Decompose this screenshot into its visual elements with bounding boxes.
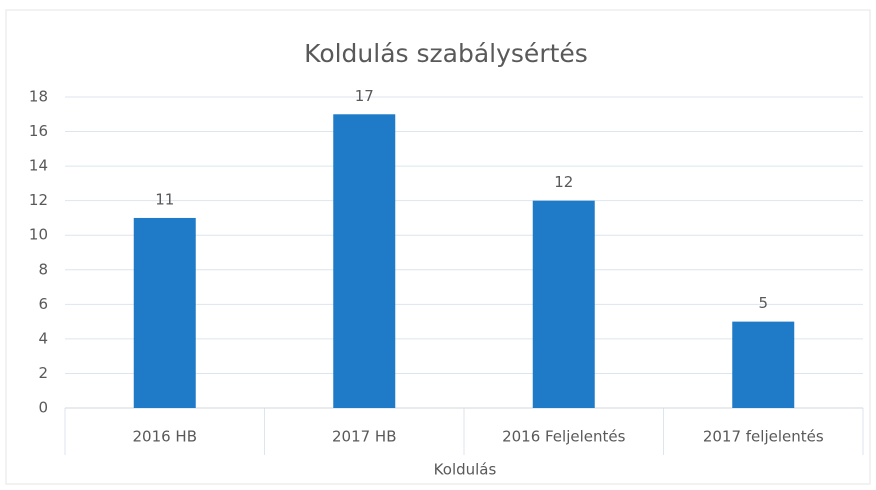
y-tick-label: 12	[29, 191, 48, 209]
data-label: 11	[155, 190, 174, 208]
y-tick-label: 10	[29, 226, 48, 244]
y-tick-label: 14	[29, 157, 48, 175]
bar	[532, 200, 595, 408]
chart-title: Koldulás szabálysértés	[304, 39, 588, 68]
data-label: 5	[758, 294, 768, 312]
bar	[732, 321, 795, 408]
y-tick-label: 18	[29, 88, 48, 106]
bar	[333, 114, 396, 409]
y-tick-label: 16	[29, 122, 48, 140]
y-tick-label: 6	[38, 295, 48, 313]
y-tick-label: 0	[38, 399, 48, 417]
y-tick-label: 8	[38, 260, 48, 278]
y-tick-label: 4	[38, 329, 48, 347]
x-tick-label: 2016 HB	[132, 428, 197, 446]
y-tick-label: 2	[38, 364, 48, 382]
x-axis-title: Koldulás	[434, 461, 497, 479]
x-tick-label: 2017 feljelentés	[703, 428, 824, 446]
x-tick-label: 2017 HB	[332, 428, 397, 446]
data-label: 17	[355, 87, 374, 105]
data-label: 12	[554, 173, 573, 191]
bar	[133, 217, 196, 408]
x-tick-label: 2016 Feljelentés	[502, 428, 626, 446]
